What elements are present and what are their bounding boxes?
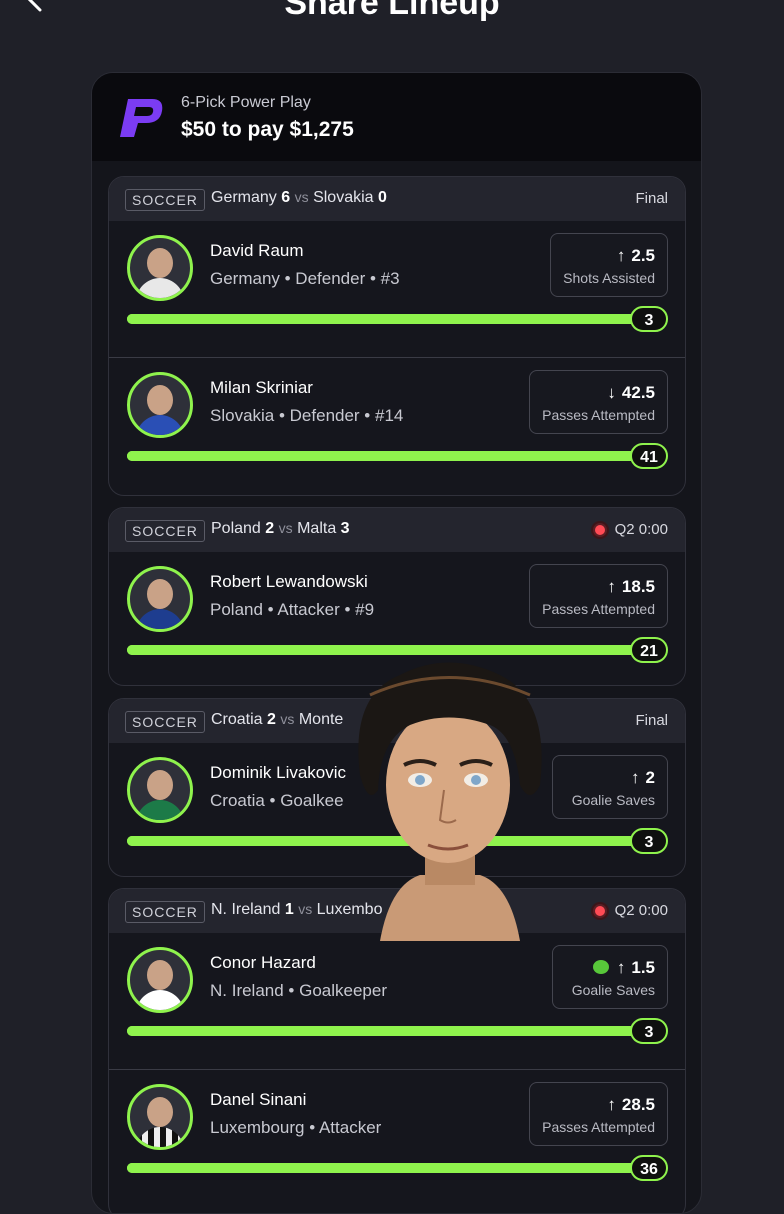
stat-category: Passes Attempted	[542, 601, 655, 617]
game-header: SOCCER Germany 6 vs Slovakia 0 Final	[109, 177, 685, 221]
player-name: Milan Skriniar	[210, 378, 313, 397]
play-type: 6-Pick Power Play	[181, 94, 311, 111]
progress-bar	[127, 1026, 667, 1036]
arrow-up-icon: ↑	[631, 768, 640, 787]
lineup-card: 6-Pick Power Play $50 to pay $1,275 SOCC…	[91, 72, 702, 1214]
avatar	[127, 372, 193, 438]
top-bar: Share Lineup	[0, 0, 784, 40]
result-value: 41	[630, 443, 668, 469]
pick-row[interactable]: Conor Hazard N. Ireland • Goalkeeper ↑ 1.…	[109, 933, 685, 1073]
progress-bar	[127, 645, 667, 655]
demon-icon	[592, 960, 609, 974]
projection-box: ↑ 1.5 Goalie Saves	[552, 945, 668, 1009]
stat-category: Goalie Saves	[571, 792, 655, 808]
player-meta: Germany • Defender • #3	[210, 269, 400, 288]
projection-box: ↑ 18.5 Passes Attempted	[529, 564, 668, 628]
progress-bar	[127, 451, 667, 461]
pick-row[interactable]: Danel Sinani Luxembourg • Attacker ↑ 28.5…	[109, 1069, 685, 1210]
stat-category: Shots Assisted	[563, 270, 655, 286]
game-status: Q2 0:00	[592, 902, 668, 919]
player-name: Conor Hazard	[210, 953, 316, 972]
live-indicator-icon	[592, 522, 607, 537]
progress-bar	[127, 314, 667, 324]
projection-line: 18.5	[621, 577, 655, 596]
game-status: Final	[635, 712, 668, 729]
player-name: Robert Lewandowski	[210, 572, 368, 591]
result-value: 3	[630, 828, 668, 854]
player-meta: Luxembourg • Attacker	[210, 1118, 382, 1137]
arrow-up-icon: ↑	[616, 246, 626, 265]
result-value: 3	[630, 306, 668, 332]
projection-line: 2.5	[631, 246, 655, 265]
matchup: Germany 6 vs Slovakia 0	[211, 189, 387, 206]
character-portrait-image	[358, 662, 542, 941]
player-name: Dominik Livakovic	[210, 763, 347, 782]
result-value: 21	[630, 637, 668, 663]
player-name: Danel Sinani	[210, 1090, 307, 1109]
game-card: SOCCER Germany 6 vs Slovakia 0 Final Dav…	[108, 176, 686, 496]
stat-category: Passes Attempted	[542, 407, 655, 423]
arrow-up-icon: ↑	[607, 577, 616, 596]
projection-line: 42.5	[621, 383, 655, 402]
avatar	[127, 1084, 193, 1150]
pick-row[interactable]: Dominik Livakovic Croatia • Goalkee ↑ 2 G…	[109, 743, 685, 876]
entry-header: 6-Pick Power Play $50 to pay $1,275	[92, 73, 701, 161]
sport-badge: SOCCER	[125, 901, 205, 923]
stat-category: Goalie Saves	[571, 982, 655, 998]
projection-box: ↑ 2 Goalie Saves	[552, 755, 668, 819]
player-meta: Poland • Attacker • #9	[210, 600, 375, 619]
avatar	[127, 235, 193, 301]
progress-bar	[127, 836, 667, 846]
pick-row[interactable]: Milan Skriniar Slovakia • Defender • #14…	[109, 357, 685, 495]
avatar	[127, 757, 193, 823]
matchup: Poland 2 vs Malta 3	[211, 520, 350, 537]
sport-badge: SOCCER	[125, 711, 205, 733]
game-status: Final	[635, 190, 668, 207]
avatar	[127, 947, 193, 1013]
prizepicks-logo-icon	[120, 99, 163, 137]
live-indicator-icon	[592, 903, 607, 918]
result-value: 36	[630, 1155, 668, 1181]
player-meta: N. Ireland • Goalkeeper	[210, 981, 387, 1000]
player-meta: Slovakia • Defender • #14	[210, 406, 404, 425]
game-status: Q2 0:00	[592, 521, 668, 538]
payout: $50 to pay $1,275	[181, 118, 354, 141]
projection-line: 2	[645, 768, 655, 787]
arrow-down-icon: ↓	[607, 383, 616, 402]
arrow-up-icon: ↑	[607, 1095, 616, 1114]
game-header: SOCCER Poland 2 vs Malta 3 Q2 0:00	[109, 508, 685, 552]
pick-row[interactable]: David Raum Germany • Defender • #3 ↑ 2.5 …	[109, 221, 685, 361]
player-meta: Croatia • Goalkee	[210, 791, 344, 810]
sport-badge: SOCCER	[125, 189, 205, 211]
projection-line: 1.5	[631, 958, 655, 977]
projection-box: ↑ 2.5 Shots Assisted	[550, 233, 668, 297]
arrow-up-icon: ↑	[616, 958, 626, 977]
projection-box: ↓ 42.5 Passes Attempted	[529, 370, 668, 434]
projection-box: ↑ 28.5 Passes Attempted	[529, 1082, 668, 1146]
back-arrow-icon[interactable]	[22, 0, 52, 16]
projection-line: 28.5	[621, 1095, 655, 1114]
matchup: Croatia 2 vs Monte	[211, 711, 344, 728]
player-name: David Raum	[210, 241, 304, 260]
matchup: N. Ireland 1 vs Luxembo	[211, 901, 383, 918]
result-value: 3	[630, 1018, 668, 1044]
stat-category: Passes Attempted	[542, 1119, 655, 1135]
avatar	[127, 566, 193, 632]
progress-bar	[127, 1163, 667, 1173]
page-title: Share Lineup	[284, 0, 500, 22]
game-card: SOCCER Poland 2 vs Malta 3 Q2 0:00 Rober…	[108, 507, 686, 686]
sport-badge: SOCCER	[125, 520, 205, 542]
pick-row[interactable]: Robert Lewandowski Poland • Attacker • #…	[109, 552, 685, 685]
